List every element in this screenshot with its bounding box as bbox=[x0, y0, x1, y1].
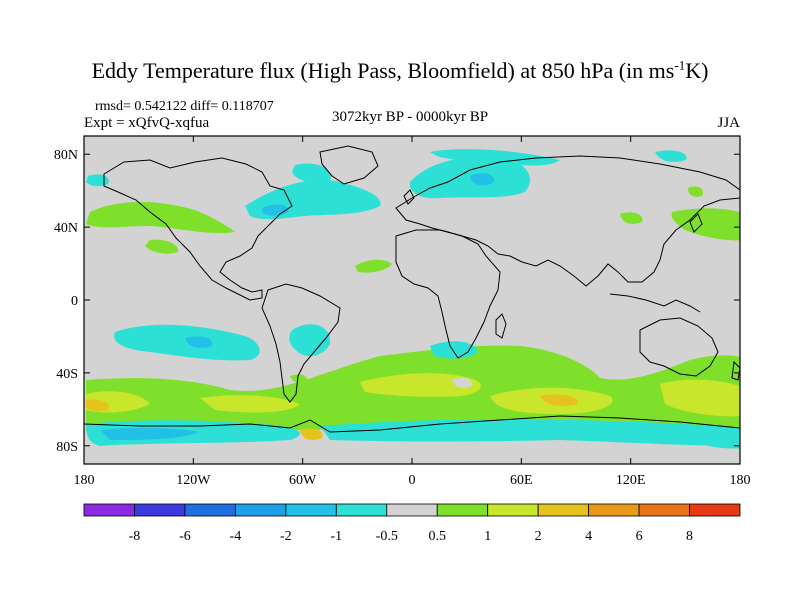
colorbar-swatch bbox=[335, 503, 388, 517]
lon-tick-label: 180 bbox=[730, 473, 751, 488]
lat-tick-label: 40S bbox=[56, 367, 78, 382]
rmsd-diff-stats: rmsd= 0.542122 diff= 0.118707 bbox=[95, 99, 274, 114]
longitude-axis: 180 120W 60W 0 60E 120E 180 bbox=[74, 136, 751, 488]
lat-tick-label: 80N bbox=[54, 148, 78, 163]
colorbar-swatch bbox=[436, 503, 489, 517]
colorbar-label: -4 bbox=[230, 529, 242, 544]
africa-coast bbox=[395, 229, 501, 359]
east-pacific-small-patch bbox=[290, 374, 307, 383]
season-label: JJA bbox=[717, 115, 740, 131]
antarctic-negative-core bbox=[100, 427, 200, 440]
colorbar-swatch bbox=[386, 503, 438, 517]
eurasia-negative-band bbox=[409, 156, 530, 199]
colorbar-label: 8 bbox=[686, 529, 693, 544]
colorbar-swatch bbox=[83, 503, 135, 517]
south-america-coast bbox=[261, 283, 341, 403]
arctic-negative-patch bbox=[430, 149, 560, 166]
colorbar-swatch bbox=[285, 503, 337, 517]
lat-tick-label: 40N bbox=[54, 221, 78, 236]
period-label: 3072kyr BP - 0000kyr BP bbox=[331, 109, 489, 125]
experiment-label: Expt = xQfvQ-xqfua bbox=[84, 115, 210, 131]
lat-tick-label: 0 bbox=[71, 294, 78, 309]
southern-ocean-pacific-positive bbox=[200, 395, 300, 413]
south-atlantic-west-negative bbox=[289, 324, 331, 357]
colorbar-label: -2 bbox=[280, 529, 292, 544]
south-africa-negative-patch bbox=[430, 341, 478, 359]
colorbar-label: 0.5 bbox=[428, 529, 446, 544]
colorbar-swatch bbox=[588, 503, 640, 517]
lon-tick-label: 60W bbox=[289, 473, 317, 488]
kamchatka-positive-patch bbox=[688, 186, 703, 197]
colorbar-label: -1 bbox=[330, 529, 342, 544]
lon-tick-label: 120W bbox=[176, 473, 211, 488]
colorbar-label: -8 bbox=[129, 529, 141, 544]
south-pacific-neutral-hole bbox=[600, 361, 631, 374]
colorbar-label: 1 bbox=[484, 529, 491, 544]
weddell-positive-patch bbox=[300, 428, 323, 440]
japan-coast bbox=[689, 213, 703, 233]
colorbar-swatch bbox=[184, 503, 236, 517]
new-zealand-coast bbox=[731, 360, 740, 381]
colorbar-label: 4 bbox=[585, 529, 592, 544]
indian-ocean-neutral-hole bbox=[452, 378, 473, 388]
colorbar-swatch bbox=[689, 503, 741, 517]
south-atlantic-positive-core bbox=[360, 373, 481, 397]
lon-tick-label: 180 bbox=[74, 473, 95, 488]
lat-tick-label: 80S bbox=[56, 440, 78, 455]
colorbar-label: -0.5 bbox=[376, 529, 398, 544]
north-america-coast bbox=[103, 157, 293, 301]
australia-south-positive bbox=[660, 379, 740, 417]
australia-coast bbox=[639, 317, 719, 377]
latitude-axis: 80N 40N 0 40S 80S bbox=[54, 148, 740, 455]
lon-tick-label: 120E bbox=[616, 473, 646, 488]
colorbar-swatch bbox=[134, 503, 186, 517]
antarctica-coast bbox=[84, 415, 740, 433]
scandinavia-negative-core bbox=[470, 173, 495, 186]
antarctic-far-east-negative bbox=[690, 427, 740, 449]
uk-coast bbox=[403, 189, 415, 205]
north-pacific-positive-band bbox=[86, 202, 235, 234]
south-pacific-east-strong bbox=[86, 399, 109, 411]
madagascar-coast bbox=[495, 313, 507, 339]
colorbar-label: -6 bbox=[179, 529, 191, 544]
north-pacific-east-positive bbox=[671, 208, 740, 241]
colorbar-label: 2 bbox=[535, 529, 542, 544]
greenland-coast bbox=[319, 145, 379, 185]
colorbar-swatch bbox=[638, 503, 690, 517]
indonesia-coast bbox=[609, 293, 701, 313]
canada-negative-patch bbox=[292, 163, 331, 183]
lon-tick-label: 0 bbox=[409, 473, 416, 488]
asia-positive-patch bbox=[620, 212, 643, 224]
siberia-negative-patch bbox=[655, 150, 687, 162]
eurasia-coast bbox=[395, 155, 740, 287]
lon-tick-label: 60E bbox=[510, 473, 533, 488]
colorbar-swatch bbox=[234, 503, 287, 517]
north-pacific-positive-patch bbox=[145, 239, 179, 254]
indian-ocean-strong-core bbox=[540, 394, 579, 406]
colorbar-swatch bbox=[487, 503, 539, 517]
colorbar: -8 -6 -4 -2 -1 -0.5 0.5 1 2 4 6 8 bbox=[83, 503, 741, 544]
south-pacific-negative-core bbox=[185, 336, 213, 348]
colorbar-label: 6 bbox=[636, 529, 643, 544]
flux-field bbox=[86, 149, 740, 449]
coastlines bbox=[84, 145, 740, 433]
colorbar-swatch bbox=[537, 503, 590, 517]
alaska-negative-patch bbox=[86, 174, 109, 187]
atlantic-positive-patch bbox=[355, 259, 392, 273]
south-pacific-negative-band bbox=[114, 324, 260, 361]
chart-title: Eddy Temperature flux (High Pass, Bloomf… bbox=[91, 57, 709, 83]
